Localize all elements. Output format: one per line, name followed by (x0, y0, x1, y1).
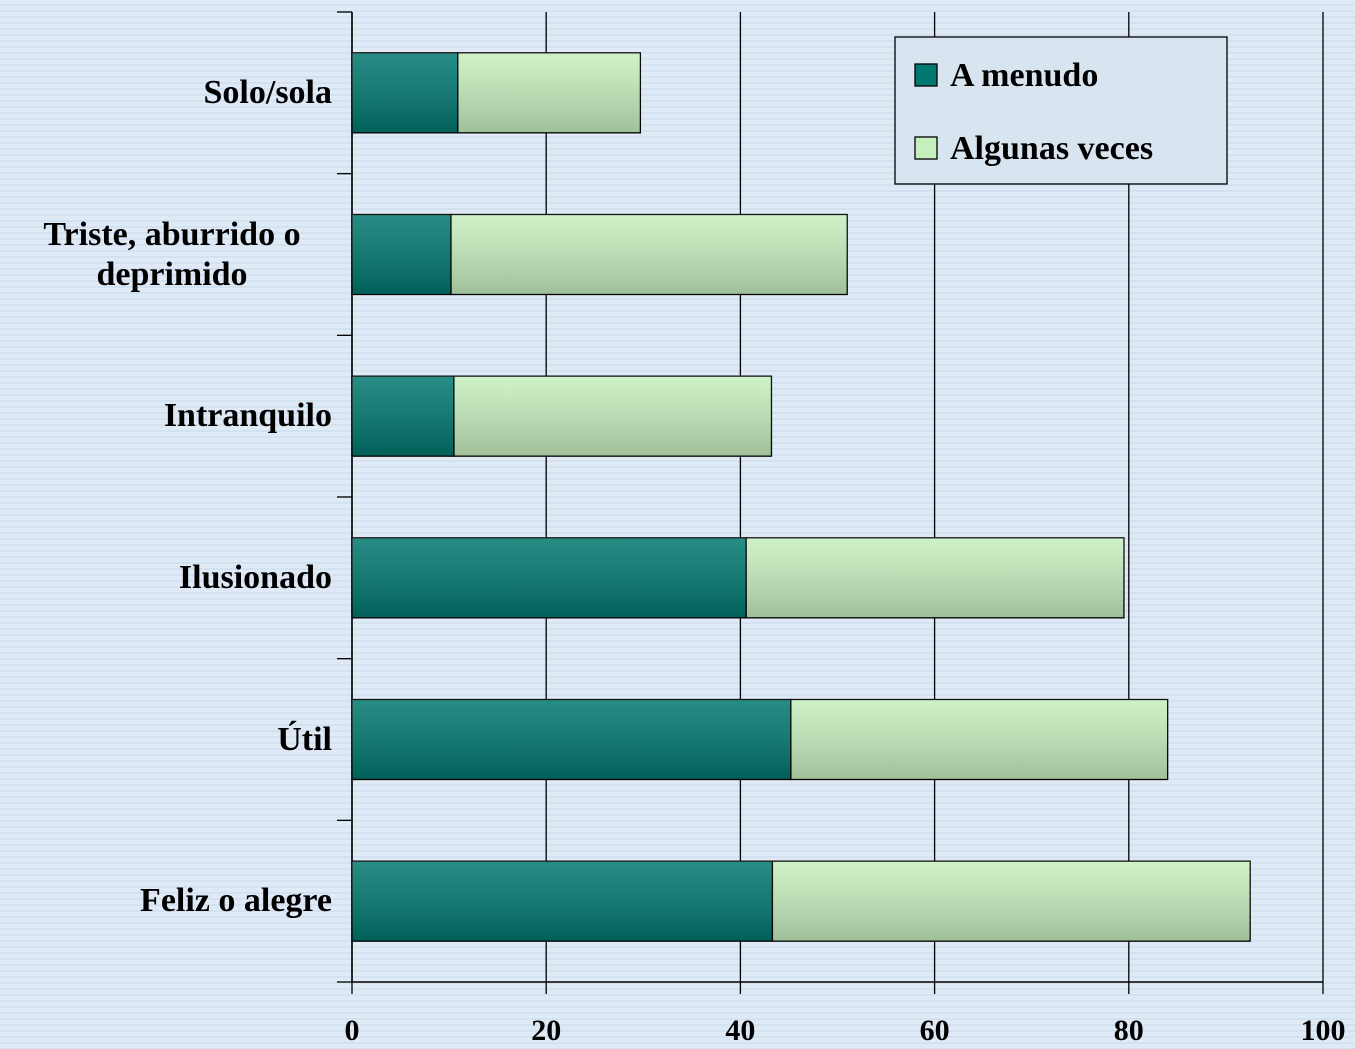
bar-shade (352, 376, 454, 457)
category-label-box: Útil (277, 690, 332, 790)
bar-shade (772, 861, 1251, 942)
bar-shade (746, 537, 1124, 618)
x-tick-label: 100 (1301, 1014, 1346, 1047)
y-tick-label: Triste, aburrido o deprimido (43, 215, 301, 293)
x-tick-label: 80 (1114, 1014, 1144, 1047)
category-label-box: Feliz o alegre (140, 851, 332, 951)
bar-shade (352, 861, 773, 942)
x-tick-label: 20 (531, 1014, 561, 1047)
legend-label: A menudo (950, 57, 1098, 94)
x-tick-label: 40 (725, 1014, 755, 1047)
y-tick-label: Intranquilo (163, 397, 332, 435)
category-label-box: Intranquilo (164, 366, 332, 466)
bar-shade (352, 52, 458, 133)
bar-shade (453, 376, 772, 457)
category-label-box: Ilusionado (179, 528, 332, 628)
y-tick-label: Feliz o alegre (140, 882, 332, 920)
category-label-box: Triste, aburrido o deprimido (12, 205, 332, 305)
bar-shade (457, 52, 641, 133)
bar-shade (790, 699, 1168, 780)
bar-shade (352, 537, 747, 618)
legend-label: Algunas veces (950, 130, 1153, 167)
legend-box (894, 36, 1228, 185)
bar-shade (451, 214, 848, 295)
bar-shade (352, 214, 452, 295)
x-tick-label: 0 (345, 1014, 360, 1047)
legend-swatch (914, 63, 938, 87)
y-tick-label: Solo/sola (203, 73, 332, 111)
legend-swatch (914, 136, 938, 160)
x-tick-label: 60 (920, 1014, 950, 1047)
bar-shade (352, 699, 791, 780)
y-tick-label: Útil (277, 720, 332, 758)
y-tick-label: Ilusionado (178, 558, 332, 596)
category-label-box: Solo/sola (204, 43, 332, 143)
